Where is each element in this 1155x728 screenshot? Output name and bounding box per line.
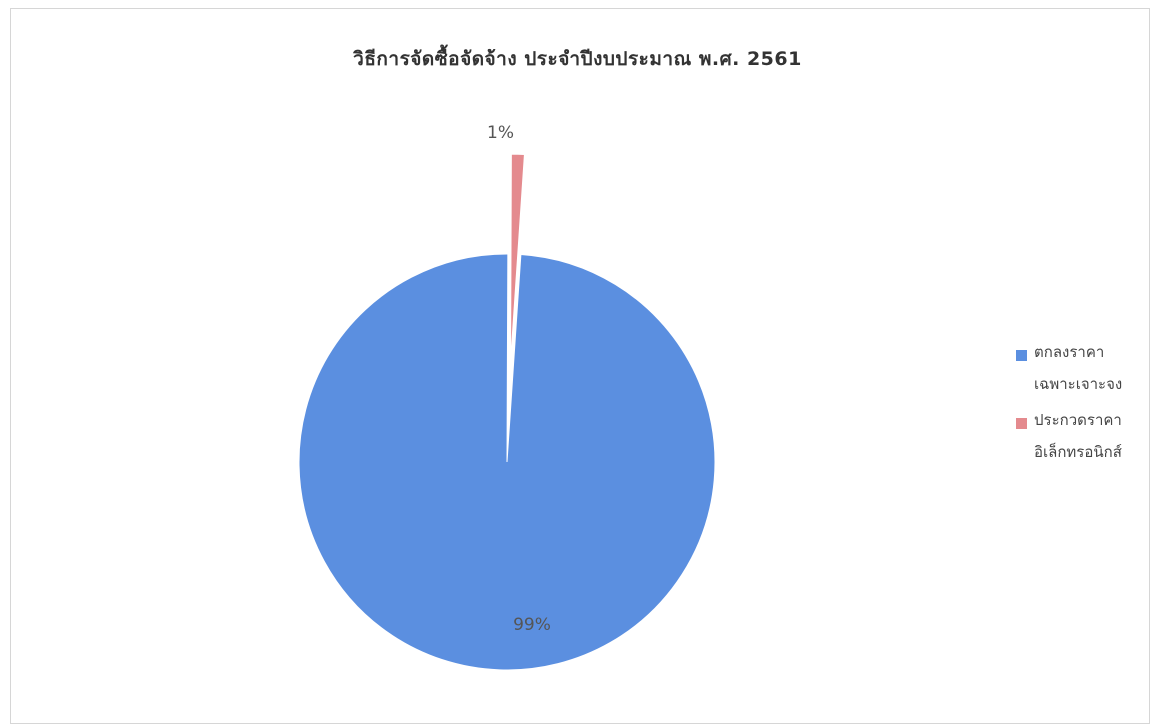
data-label: 99% — [513, 615, 551, 635]
legend-swatch — [1016, 418, 1027, 429]
legend-item: ตกลงราคา เฉพาะเจาะจง — [1016, 343, 1146, 400]
pie-slice — [298, 253, 716, 671]
pie-slice — [510, 153, 525, 363]
data-label: 1% — [487, 123, 514, 143]
chart-legend: ตกลงราคา เฉพาะเจาะจงประกวดราคา อิเล็กทรอ… — [1016, 343, 1146, 480]
chart-title: วิธีการจัดซื้อจัดจ้าง ประจำปีงบประมาณ พ.… — [353, 48, 802, 70]
legend-label: ประกวดราคา อิเล็กทรอนิกส์ — [1034, 411, 1122, 461]
legend-swatch — [1016, 350, 1027, 361]
legend-item: ประกวดราคา อิเล็กทรอนิกส์ — [1016, 411, 1146, 468]
legend-label: ตกลงราคา เฉพาะเจาะจง — [1034, 343, 1123, 393]
